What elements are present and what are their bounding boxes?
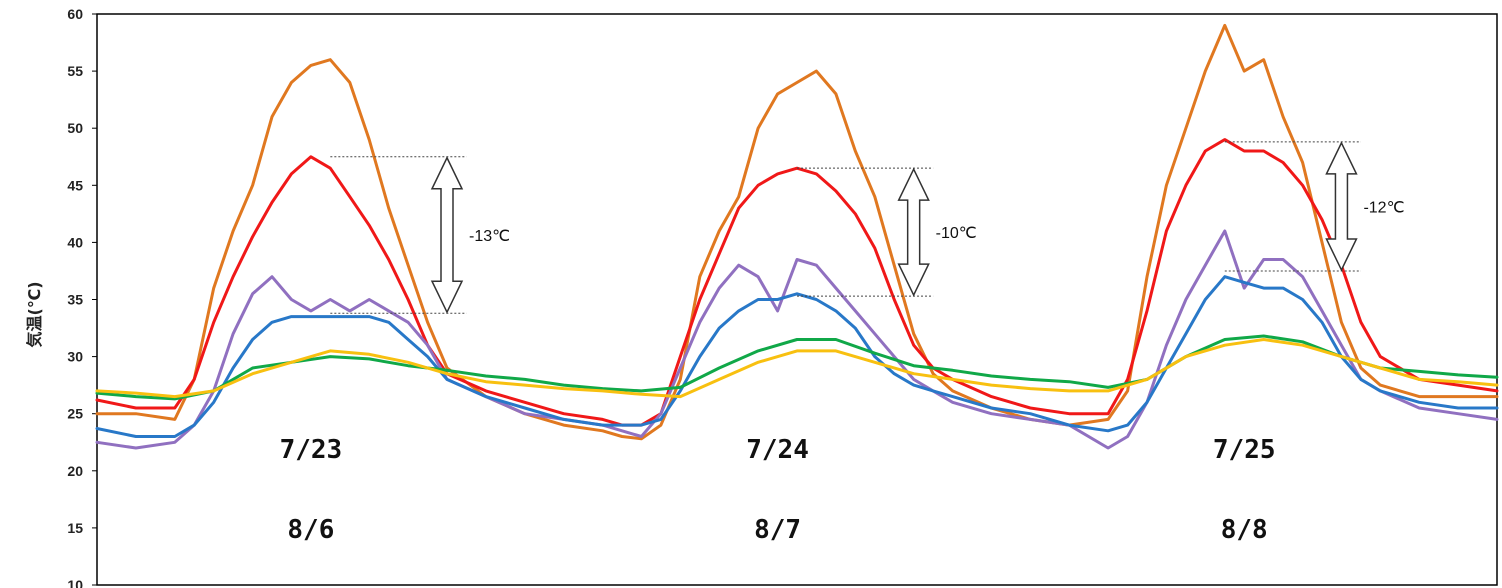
y-tick-label: 50 (67, 120, 83, 136)
date-label-lower: 8/8 (1221, 515, 1268, 545)
series-line-5 (95, 334, 1499, 401)
annotations: -13℃ -10℃ -12℃ (330, 141, 1405, 314)
date-label-lower: 8/6 (287, 515, 334, 545)
y-tick-label: 15 (67, 520, 83, 536)
series-line-6 (95, 338, 1499, 399)
y-tick-label: 35 (67, 292, 83, 308)
double-arrow-icon (1325, 141, 1358, 272)
y-tick-label: 25 (67, 406, 83, 422)
series-lines (95, 23, 1499, 450)
double-arrow-icon (430, 156, 464, 314)
series-line-4 (95, 275, 1499, 438)
date-label-upper: 7/25 (1213, 435, 1276, 465)
y-tick-label: 40 (67, 234, 83, 250)
delta-annotation-3: -12℃ (1224, 141, 1405, 272)
day-labels: 7/23 8/6 7/24 8/7 7/25 8/8 (280, 435, 1276, 545)
series-line-2 (95, 138, 1499, 427)
series-line-1 (95, 23, 1499, 441)
y-tick-label: 20 (67, 463, 83, 479)
date-label-upper: 7/24 (746, 435, 809, 465)
y-axis-label: 気温(℃) (25, 281, 44, 347)
plot-frame (96, 13, 1498, 586)
delta-label: -13℃ (469, 228, 510, 245)
y-tick-label: 10 (67, 577, 83, 588)
date-label-lower: 8/7 (754, 515, 801, 545)
y-tick-label: 30 (67, 349, 83, 365)
y-tick-label: 45 (67, 177, 83, 193)
y-tick-label: 55 (67, 63, 83, 79)
double-arrow-icon (897, 167, 930, 297)
y-tick-label: 60 (67, 6, 83, 22)
delta-annotation-1: -13℃ (330, 156, 510, 314)
plot-area-border (96, 13, 1498, 586)
delta-label: -12℃ (1363, 199, 1404, 216)
y-axis: 10 15 20 25 30 35 40 45 50 55 60 (67, 6, 97, 588)
delta-annotation-2: -10℃ (797, 167, 977, 297)
delta-label: -10℃ (936, 225, 977, 242)
date-label-upper: 7/23 (280, 435, 343, 465)
